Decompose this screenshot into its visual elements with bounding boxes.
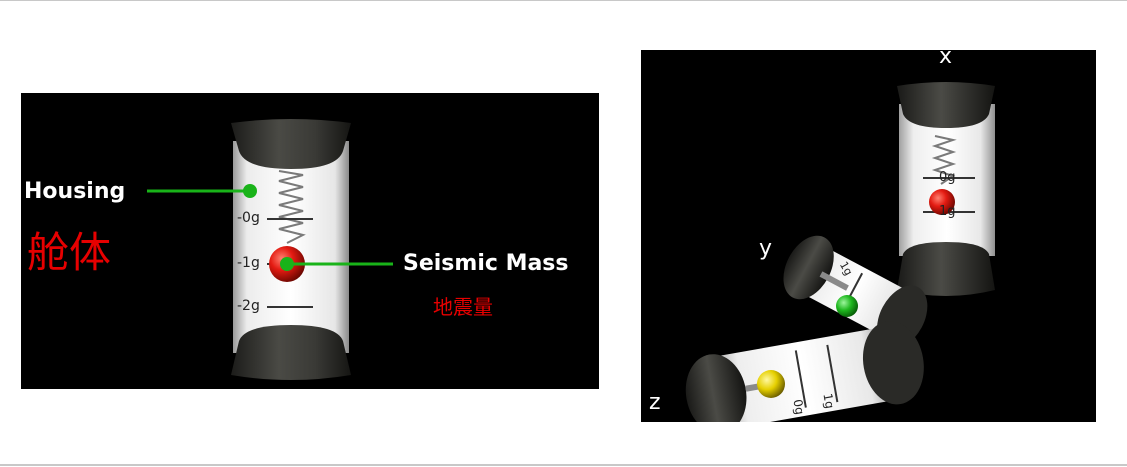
x-axis-top-cap bbox=[897, 82, 995, 128]
z-axis-back-cap bbox=[862, 321, 924, 405]
x-axis-spring bbox=[931, 135, 957, 185]
y-axis-front-cap bbox=[783, 235, 834, 300]
z-axis-scale-1g bbox=[826, 344, 839, 403]
x-axis-scale-label-1g: 1g bbox=[939, 204, 956, 219]
z-axis-label: z bbox=[649, 390, 661, 415]
y-axis-label: y bbox=[759, 236, 773, 261]
z-axis-front-cap bbox=[685, 354, 747, 422]
bottom-divider bbox=[0, 464, 1127, 466]
scale-label-0g: -0g bbox=[237, 210, 260, 226]
z-axis-scale-label-1g: 1g bbox=[820, 392, 837, 410]
scale-label-2g: -2g bbox=[237, 298, 260, 314]
seismic-mass-label-cn: 地震量 bbox=[433, 295, 493, 319]
z-axis-scale-label-0g: 0g bbox=[790, 398, 807, 416]
three-axis-illustration bbox=[685, 82, 995, 422]
y-axis-spring bbox=[819, 271, 849, 291]
single-axis-accelerometer-panel: Housing 舱体 Seismic Mass 地震量 -0g -1g -2g bbox=[21, 93, 599, 389]
x-axis-scale-label-0g: 0g bbox=[939, 170, 956, 185]
x-axis-bottom-cap bbox=[897, 242, 995, 296]
spring bbox=[278, 170, 306, 244]
z-axis-tube bbox=[709, 326, 900, 422]
accelerometer-illustration bbox=[147, 119, 393, 380]
mass-leader-dot bbox=[280, 257, 294, 271]
housing-label: Housing bbox=[24, 179, 126, 204]
top-divider bbox=[0, 0, 1127, 1]
z-axis-scale-0g bbox=[794, 350, 807, 408]
housing-label-cn: 舱体 bbox=[27, 228, 112, 277]
bottom-cap bbox=[231, 325, 351, 380]
y-axis-mass-ball bbox=[836, 295, 858, 317]
three-axis-accelerometer-panel: x y z 0g 1g 1g 0g 1g bbox=[641, 50, 1096, 422]
top-cap bbox=[231, 119, 351, 169]
z-axis-mass-ball bbox=[757, 370, 785, 398]
seismic-mass-label: Seismic Mass bbox=[403, 251, 569, 276]
housing-leader-dot bbox=[243, 184, 257, 198]
scale-label-1g: -1g bbox=[237, 255, 260, 271]
x-axis-label: x bbox=[939, 50, 953, 69]
x-axis-mass-ball bbox=[929, 189, 955, 215]
